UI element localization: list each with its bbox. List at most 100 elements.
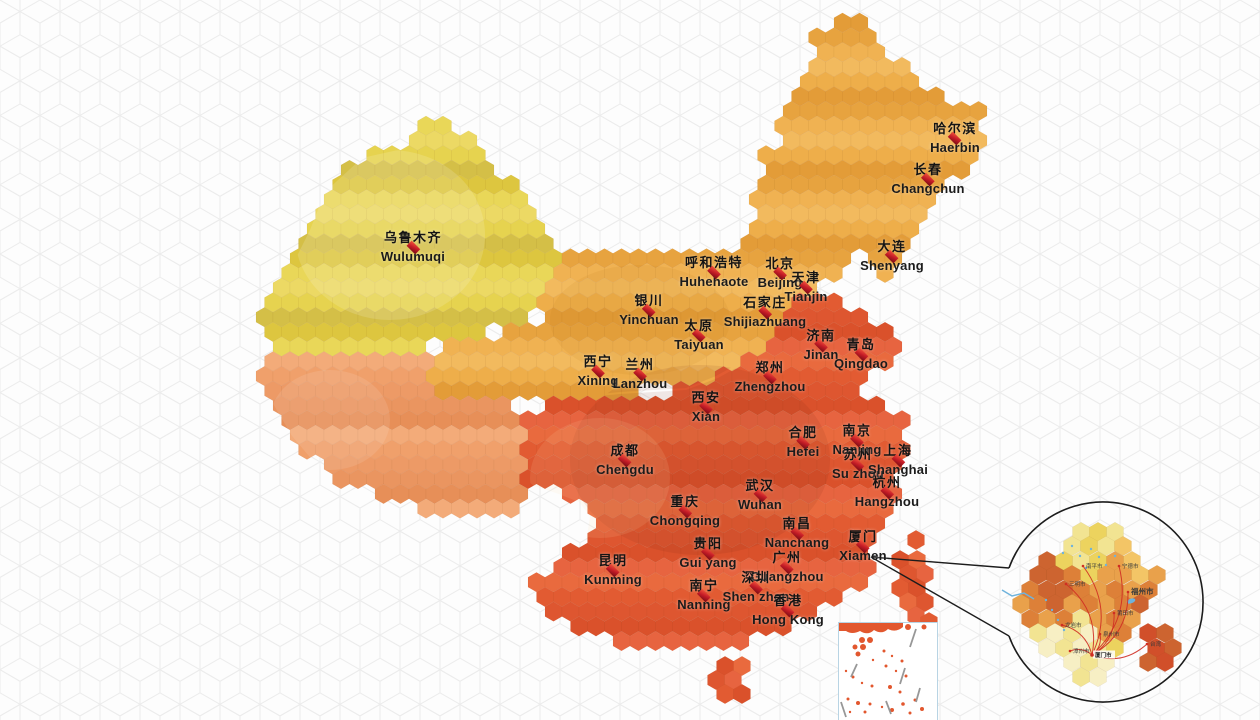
city-xining[interactable]: 西宁 Xining — [578, 355, 619, 387]
city-name-zh: 济南 — [806, 328, 836, 343]
city-name-en: Huhehaote — [679, 274, 749, 289]
city-tianjin[interactable]: 天津 Tianjin — [784, 271, 827, 303]
city-name-zh: 上海 — [883, 443, 913, 458]
city-name-en: Shenyang — [860, 258, 924, 273]
city-name-en: Hong Kong — [752, 612, 824, 627]
city-name-zh: 银川 — [634, 293, 664, 308]
city-jinan[interactable]: 济南 Jinan — [804, 329, 839, 361]
city-nanjing[interactable]: 南京 Nanjing — [832, 424, 881, 456]
city-name-zh: 深圳 — [741, 570, 771, 585]
city-name-zh: 重庆 — [670, 494, 700, 509]
city-xian[interactable]: 西安 Xian — [691, 391, 720, 423]
inset-label-taiwan: 台湾 — [1150, 640, 1162, 648]
city-name-en: Gui yang — [679, 555, 737, 570]
inset-label-zhangzhou: 漳州市 — [1073, 647, 1090, 655]
city-name-en: Kunming — [584, 572, 642, 587]
city-name-zh: 厦门 — [848, 529, 878, 544]
inset-label-putian: 莆田市 — [1117, 609, 1134, 617]
city-shanghai[interactable]: 上海 Shanghai — [868, 444, 928, 476]
city-name-en: Wuhan — [737, 497, 783, 512]
city-name-zh: 杭州 — [872, 475, 902, 490]
city-name-zh: 南宁 — [689, 578, 719, 593]
city-hangzhou[interactable]: 杭州 Hangzhou — [855, 476, 919, 508]
city-name-en: Wulumuqi — [380, 249, 446, 264]
city-guiyang[interactable]: 贵阳 Gui yang — [679, 537, 736, 569]
city-name-en: Xiamen — [839, 548, 887, 563]
city-lanzhou[interactable]: 兰州 Lanzhou — [613, 358, 668, 390]
city-name-zh: 西宁 — [583, 354, 613, 369]
magnifier-circle — [1008, 501, 1204, 703]
city-name-zh: 昆明 — [598, 553, 628, 568]
city-chengdu[interactable]: 成都 Chengdu — [596, 444, 654, 476]
city-name-zh: 南京 — [842, 423, 872, 438]
city-name-zh: 石家庄 — [743, 295, 787, 310]
city-chongqing[interactable]: 重庆 Chongqing — [650, 495, 720, 527]
city-name-zh: 呼和浩特 — [684, 255, 744, 270]
city-wuhan[interactable]: 武汉 Wuhan — [738, 479, 782, 511]
city-huhehaote[interactable]: 呼和浩特 Huhehaote — [680, 256, 749, 288]
city-name-zh: 长春 — [913, 162, 943, 177]
city-name-en: Yinchuan — [619, 312, 679, 327]
city-qingdao[interactable]: 青岛 Qingdao — [834, 338, 888, 370]
city-changchun[interactable]: 长春 Changchun — [891, 163, 964, 195]
city-name-zh: 南昌 — [782, 516, 812, 531]
city-name-en: Su zhou — [832, 466, 884, 481]
city-zhengzhou[interactable]: 郑州 Zhengzhou — [734, 361, 805, 393]
inset-label-quanzhou: 泉州市 — [1103, 630, 1120, 638]
inset-label-longyan: 龙岩市 — [1065, 621, 1082, 629]
city-name-en: Nanjing — [832, 442, 882, 457]
city-name-zh: 香港 — [773, 593, 803, 608]
city-hongkong[interactable]: 香港 Hong Kong — [752, 594, 824, 626]
city-name-zh: 广州 — [772, 550, 802, 565]
city-name-en: Xian — [691, 409, 721, 424]
city-name-en: Lanzhou — [612, 376, 668, 391]
city-nanchang[interactable]: 南昌 Nanchang — [765, 517, 829, 549]
city-wulumuqi[interactable]: 乌鲁木齐 Wulumuqi — [381, 231, 445, 263]
city-name-en: Zhengzhou — [734, 379, 806, 394]
inset-label-ningde: 宁德市 — [1122, 562, 1139, 570]
city-name-zh: 成都 — [610, 443, 640, 458]
city-guangzhou[interactable]: 广州 Guangzhou — [750, 551, 823, 583]
city-yinchuan[interactable]: 银川 Yinchuan — [619, 294, 679, 326]
city-name-zh: 兰州 — [625, 357, 655, 372]
city-name-zh: 北京 — [765, 256, 795, 271]
city-name-zh: 贵阳 — [693, 536, 723, 551]
city-haerbin[interactable]: 哈尔滨 Haerbin — [930, 122, 980, 154]
city-shenyang[interactable]: 大连 Shenyang — [860, 240, 924, 272]
city-name-zh: 郑州 — [755, 360, 785, 375]
city-name-en: Shanghai — [867, 462, 929, 477]
city-name-en: Nanning — [677, 597, 731, 612]
city-hefei[interactable]: 合肥 Hefei — [787, 426, 820, 458]
south-china-sea-box — [838, 622, 938, 720]
city-xiamen[interactable]: 厦门 Xiamen — [839, 530, 886, 562]
city-shijiazhuang[interactable]: 石家庄 Shijiazhuang — [724, 296, 807, 328]
city-name-en: Qingdao — [833, 356, 889, 371]
city-name-en: Taiyuan — [674, 337, 724, 352]
city-name-en: Tianjin — [784, 289, 828, 304]
city-name-en: Chongqing — [649, 513, 721, 528]
city-suzhou[interactable]: 苏州 Su zhou — [832, 448, 884, 480]
city-name-en: Guangzhou — [750, 569, 824, 584]
photo-tint-overlays — [270, 150, 830, 555]
city-kunming[interactable]: 昆明 Kunming — [584, 554, 642, 586]
inset-label-fuzhou: 福州市 — [1130, 586, 1154, 596]
sea-box-coastline — [839, 623, 903, 634]
city-beijing[interactable]: 北京 Beijing — [758, 257, 803, 289]
inset-label-nanping: 南平市 — [1086, 562, 1103, 570]
city-name-zh: 天津 — [791, 270, 821, 285]
city-name-zh: 武汉 — [745, 478, 775, 493]
city-taiyuan[interactable]: 太原 Taiyuan — [674, 319, 724, 351]
city-name-en: Shijiazhuang — [723, 314, 807, 329]
city-name-en: Changchun — [891, 181, 965, 196]
city-nanning[interactable]: 南宁 Nanning — [677, 579, 730, 611]
inset-callout — [870, 501, 1204, 703]
city-name-en: Nanchang — [764, 535, 830, 550]
city-shenzhen[interactable]: 深圳 Shen zhen — [723, 571, 790, 603]
city-name-en: Shen zhen — [722, 589, 790, 604]
city-name-zh: 合肥 — [788, 425, 818, 440]
